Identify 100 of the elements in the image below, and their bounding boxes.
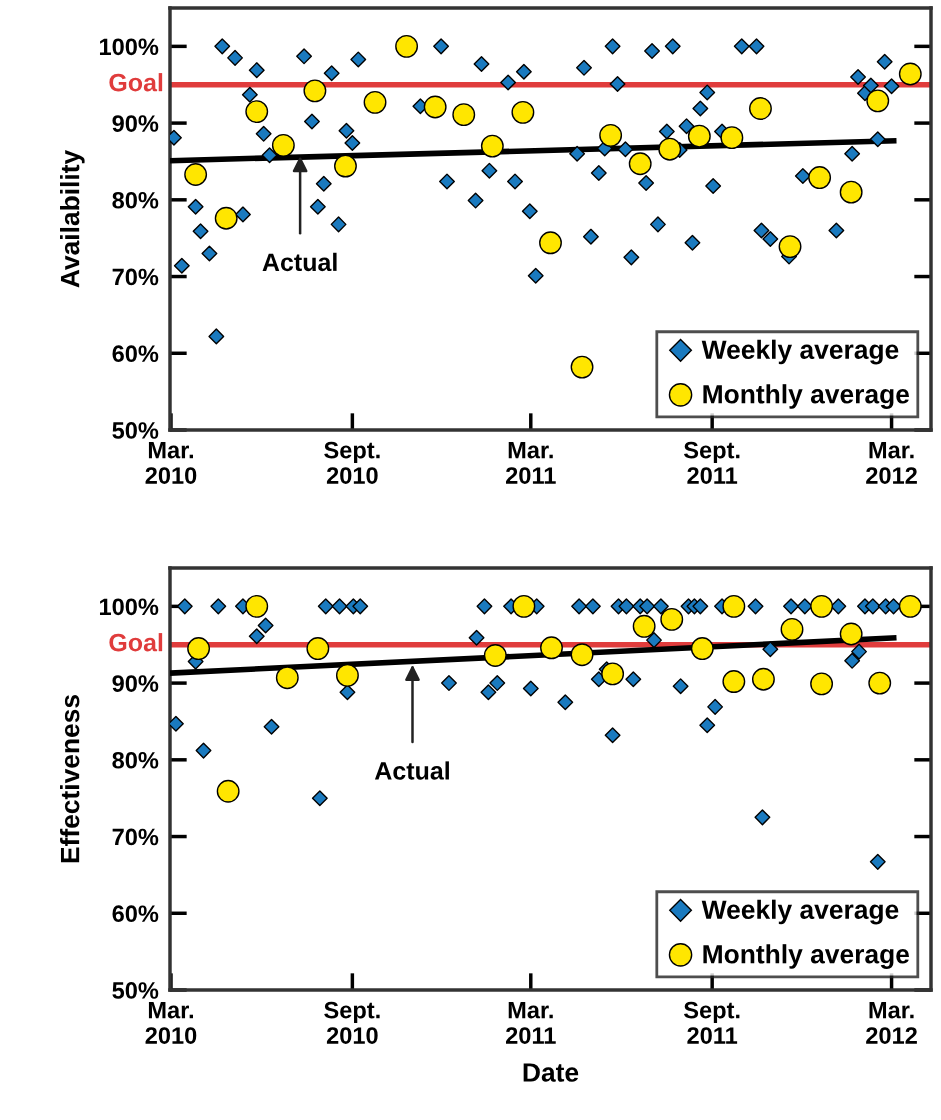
point [720,126,744,150]
point [866,89,890,113]
point [707,698,724,715]
point [248,628,265,645]
point [195,742,212,759]
point [245,100,269,124]
y-tick-label: 50% [112,982,159,999]
point [540,636,563,660]
point [557,694,574,711]
point [423,95,447,119]
point [898,594,922,618]
annotation: Actual [374,761,449,780]
point [570,643,594,667]
ref-line-label: Goal [109,73,163,92]
point [539,231,562,255]
x-tick-label: Mar. 2010 [145,1001,197,1044]
annotation: Actual [262,252,337,272]
point [808,166,832,190]
point [844,652,861,669]
point [778,235,802,259]
point [468,629,485,646]
point [660,607,684,631]
x-tick-label: Sept. 2010 [324,1001,380,1044]
point [570,355,594,379]
point [601,662,625,686]
x-tick-label: Mar. 2012 [866,1001,917,1044]
point [839,622,863,646]
x-tick-label: Sept. 2010 [324,441,380,484]
point [868,671,892,695]
point [783,598,800,615]
point [334,154,357,178]
y-tick-label: 60% [112,905,159,923]
point [722,670,746,694]
point [864,598,881,615]
point [618,598,635,615]
y-tick-label: 70% [112,828,159,846]
point [263,718,280,735]
legend-label: Weekly average [701,899,899,925]
point [339,684,356,701]
point [692,598,709,615]
point [830,598,847,615]
point [331,598,348,615]
x-tick-label: Mar. 2012 [866,441,917,484]
point [352,598,369,615]
point [584,598,601,615]
point [687,124,711,148]
point [751,667,775,691]
point [747,598,764,615]
y-tick-label: 90% [112,115,159,132]
point [690,637,714,661]
x-tick-label: Sept. 2011 [683,441,740,484]
point [762,641,779,658]
y-tick-label: 60% [112,345,159,363]
point [440,675,457,692]
point [176,598,193,615]
point [722,594,746,618]
legend-label: Weekly average [701,339,899,365]
point [810,594,834,618]
x-axis-title: Date [523,1063,579,1082]
y-tick-label: 100% [99,598,159,616]
x-tick-label: Mar. 2011 [505,441,556,484]
point [483,644,507,667]
point [780,617,804,641]
y-tick-label: 100% [99,38,159,56]
point [184,163,208,186]
x-tick-label: Mar. 2011 [505,1001,556,1044]
point [480,684,497,701]
legend-label: Monthly average [703,944,910,969]
point [216,779,240,803]
point [476,598,493,615]
y-tick-label: 80% [112,751,159,769]
point [632,614,656,638]
x-tick-label: Mar. 2010 [145,441,197,484]
y-tick-label: 70% [112,268,159,286]
point [363,90,387,114]
point [628,152,652,176]
point [522,680,539,697]
point [311,790,328,807]
point [275,666,299,690]
point [303,79,327,103]
point [271,133,295,157]
point [851,643,868,660]
point [885,598,902,615]
point [599,123,623,147]
point [604,727,621,744]
point [796,598,813,615]
point [210,598,227,615]
point [306,637,330,661]
point [335,663,359,687]
y-axis-title: Availability [60,149,85,288]
point [898,62,922,86]
point [317,598,334,615]
y-axis-title: Effectiveness [60,695,80,863]
point [511,100,535,124]
point [245,594,269,618]
point [672,678,689,695]
point [869,853,886,870]
point [658,137,682,161]
point [839,180,863,204]
point [646,632,662,649]
